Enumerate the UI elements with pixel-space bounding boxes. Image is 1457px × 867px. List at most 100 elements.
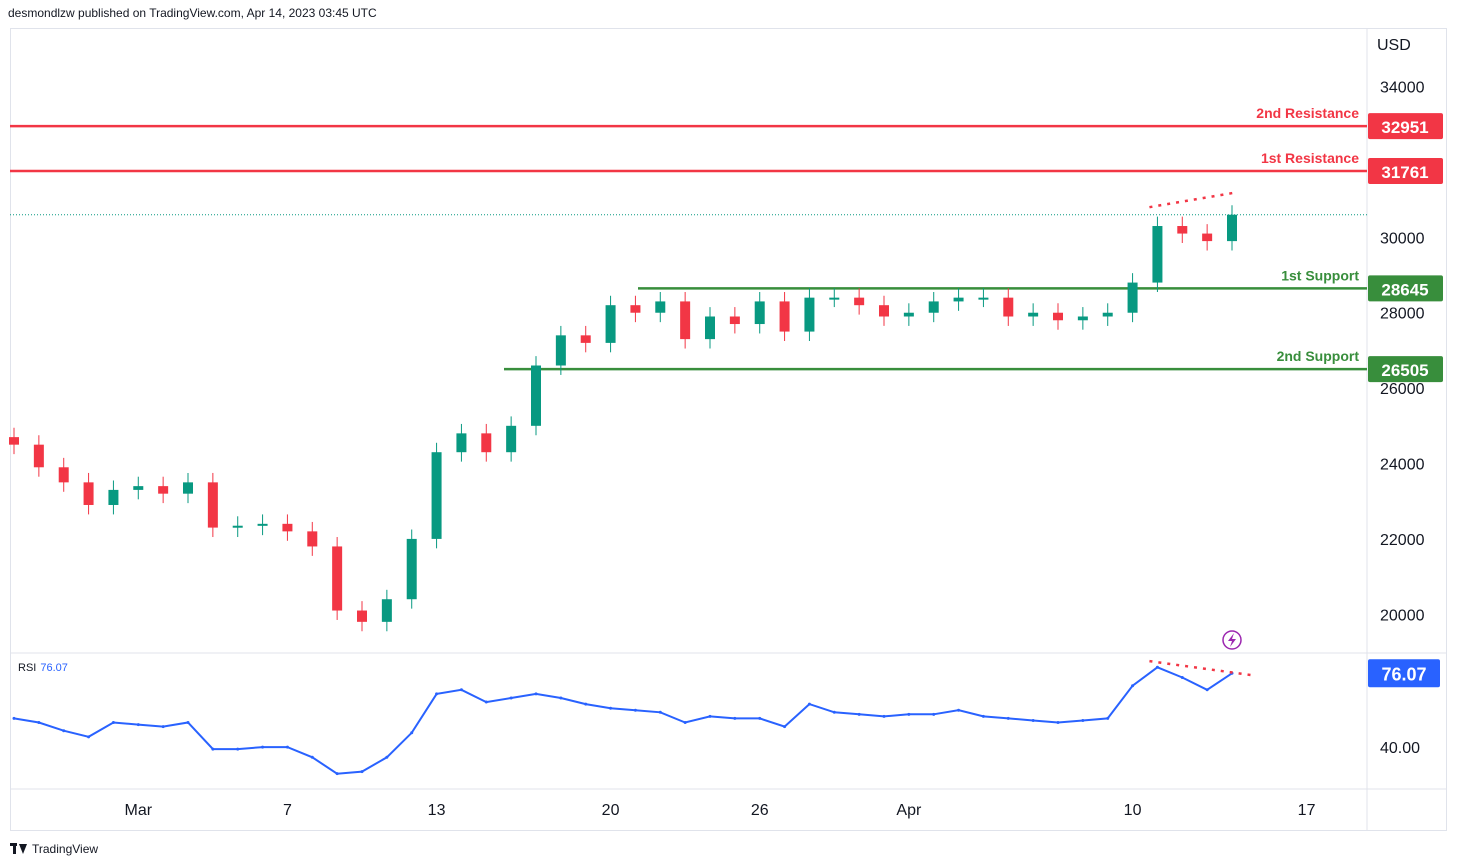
- candle-body[interactable]: [381, 599, 392, 622]
- candle-body[interactable]: [854, 297, 865, 306]
- rsi-point: [882, 714, 886, 718]
- rsi-point: [932, 712, 936, 716]
- candle-body[interactable]: [1053, 312, 1063, 321]
- rsi-point: [609, 706, 613, 710]
- price-axis-tick: 24000: [1380, 457, 1425, 474]
- rsi-point: [857, 712, 861, 716]
- rsi-point: [708, 714, 712, 718]
- candle-body[interactable]: [779, 301, 790, 332]
- rsi-point: [12, 716, 16, 720]
- candle-body[interactable]: [1177, 226, 1188, 234]
- candle-body[interactable]: [928, 301, 939, 313]
- rsi-point: [360, 770, 364, 774]
- candle-body[interactable]: [456, 433, 467, 453]
- candle-body[interactable]: [232, 525, 243, 528]
- candle-body[interactable]: [1127, 282, 1138, 313]
- candle-body[interactable]: [531, 365, 541, 426]
- candle-body[interactable]: [406, 538, 417, 600]
- candle-body[interactable]: [1202, 233, 1213, 242]
- candle-body[interactable]: [83, 482, 94, 505]
- candle-body[interactable]: [630, 305, 641, 313]
- rsi-point: [783, 725, 787, 729]
- rsi-point: [981, 714, 985, 718]
- candle-body[interactable]: [33, 444, 44, 468]
- candle-body[interactable]: [1028, 312, 1039, 317]
- candle-body[interactable]: [9, 437, 19, 445]
- candle-body[interactable]: [555, 335, 566, 366]
- rsi-point: [1155, 665, 1159, 669]
- chart-frame: [10, 28, 1447, 831]
- candle-body[interactable]: [829, 297, 840, 300]
- rsi-divergence-line: [1149, 659, 1255, 677]
- candle-body[interactable]: [1227, 214, 1237, 242]
- candle-body[interactable]: [481, 433, 492, 453]
- price-axis-tick: 34000: [1380, 80, 1425, 97]
- candle-body[interactable]: [605, 305, 616, 343]
- tradingview-brand[interactable]: TradingView: [10, 842, 98, 856]
- time-axis-tick: Mar: [125, 802, 153, 819]
- candle-body[interactable]: [207, 482, 218, 528]
- rsi-point: [1031, 718, 1035, 722]
- candle-body[interactable]: [1077, 316, 1088, 321]
- candle-body[interactable]: [1152, 226, 1163, 283]
- rsi-point: [335, 772, 339, 776]
- candle-body[interactable]: [307, 531, 318, 547]
- rsi-axis-tick: 40.00: [1380, 740, 1420, 757]
- rsi-point: [1106, 716, 1110, 720]
- time-axis-tick: 7: [283, 802, 292, 819]
- time-axis-tick: 13: [428, 802, 446, 819]
- rsi-point: [807, 702, 811, 706]
- candle-body[interactable]: [680, 301, 691, 340]
- candle-body[interactable]: [431, 452, 442, 539]
- candle-body[interactable]: [506, 425, 517, 453]
- rsi-point: [285, 745, 289, 749]
- price-axis-tick: 20000: [1380, 607, 1425, 624]
- candle-body[interactable]: [903, 312, 914, 317]
- candle-body[interactable]: [1102, 312, 1113, 317]
- candle-body[interactable]: [282, 523, 293, 532]
- time-axis-tick: Apr: [896, 802, 922, 819]
- rsi-point: [161, 725, 165, 729]
- lightning-icon[interactable]: [1222, 630, 1242, 650]
- candle-body[interactable]: [58, 467, 69, 483]
- level-badge: [1368, 113, 1443, 140]
- candle-body[interactable]: [332, 546, 343, 611]
- rsi-point: [261, 745, 265, 749]
- rsi-line[interactable]: [13, 666, 1233, 775]
- rsi-point: [758, 716, 762, 720]
- candle-body[interactable]: [729, 316, 740, 325]
- rsi-point: [136, 723, 140, 727]
- rsi-point: [832, 710, 836, 714]
- rsi-point: [534, 692, 538, 696]
- candle-body[interactable]: [953, 297, 964, 302]
- candle-body[interactable]: [357, 610, 367, 622]
- rsi-point: [111, 721, 115, 725]
- candle-body[interactable]: [1003, 297, 1014, 317]
- time-axis-tick: 17: [1298, 802, 1316, 819]
- candle-body[interactable]: [257, 523, 268, 526]
- rsi-point: [1205, 688, 1209, 692]
- candle-body[interactable]: [804, 297, 815, 332]
- candle-body[interactable]: [705, 316, 715, 340]
- rsi-point: [211, 747, 215, 751]
- candle-body[interactable]: [754, 301, 765, 325]
- candle-body[interactable]: [978, 297, 989, 300]
- candle-body[interactable]: [879, 305, 889, 317]
- candle-body[interactable]: [183, 482, 193, 494]
- rsi-point: [435, 692, 439, 696]
- candle-body[interactable]: [158, 486, 169, 494]
- candle-body[interactable]: [133, 486, 144, 490]
- candle-body[interactable]: [655, 301, 666, 313]
- brand-name: TradingView: [32, 842, 99, 856]
- rsi-point: [733, 716, 737, 720]
- price-axis-tick: 26000: [1380, 381, 1425, 398]
- candle-body[interactable]: [580, 335, 591, 343]
- rsi-point: [310, 755, 314, 759]
- rsi-point: [658, 710, 662, 714]
- rsi-point: [633, 708, 637, 712]
- rsi-point: [37, 721, 41, 725]
- rsi-value-badge-text: 76.07: [1381, 664, 1426, 684]
- candle-body[interactable]: [108, 489, 119, 505]
- price-axis-tick: 22000: [1380, 532, 1425, 549]
